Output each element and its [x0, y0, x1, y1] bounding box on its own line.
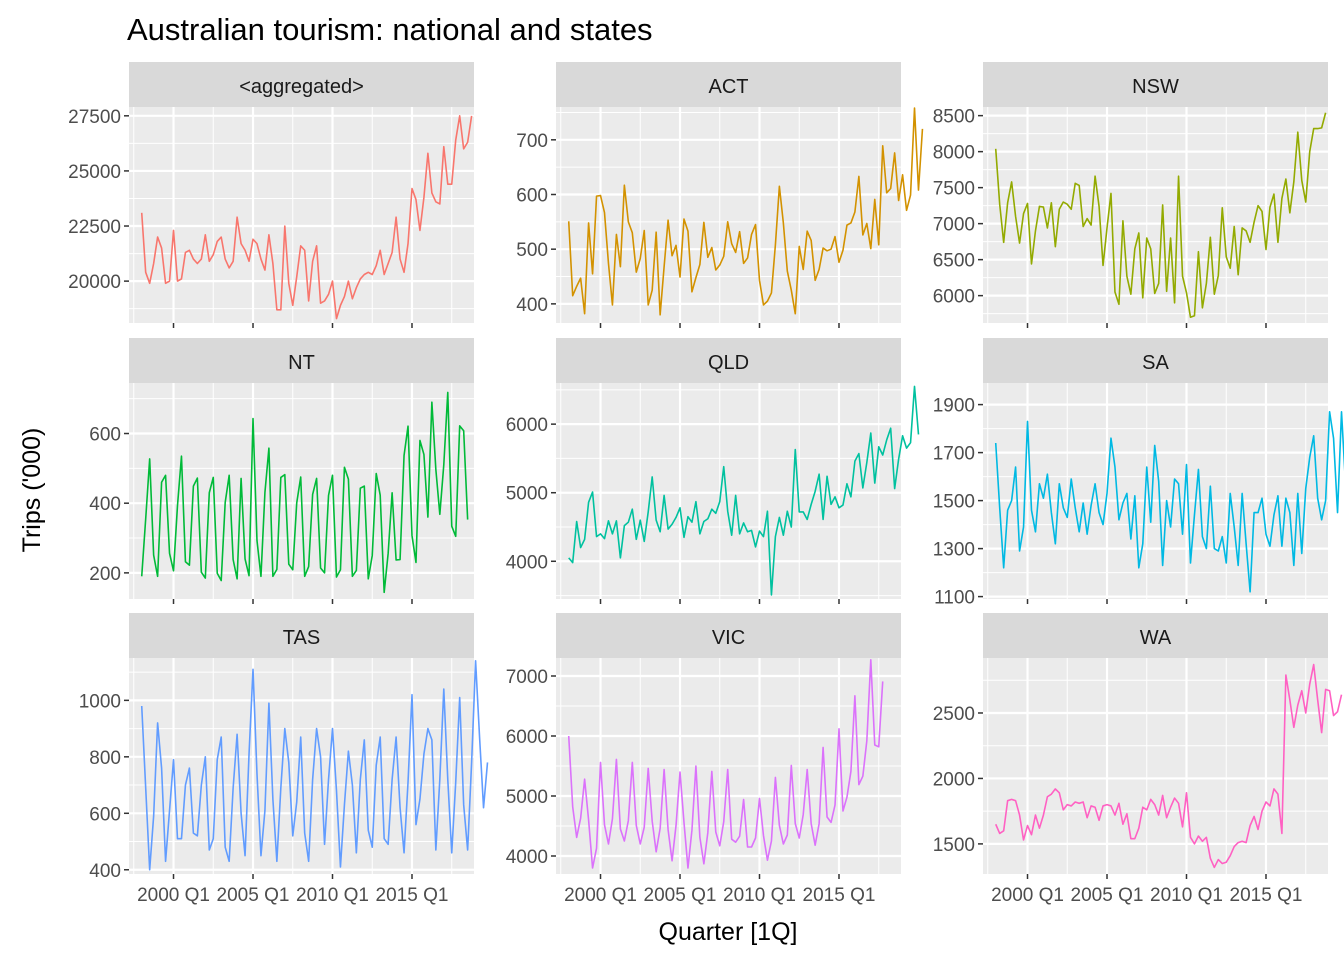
- panel-strip: [129, 338, 474, 383]
- panel-strip: [983, 613, 1328, 658]
- y-tick-label: 7000: [933, 215, 975, 236]
- series-line-wa: [994, 663, 1343, 869]
- x-tick-label: 2000 Q1: [137, 885, 210, 906]
- series-line-nt: [140, 391, 469, 594]
- panel-strip: [556, 613, 901, 658]
- y-tick-label: 600: [89, 425, 121, 446]
- panel-nt: NT 200 400 600: [89, 338, 474, 604]
- panel-strip: [983, 62, 1328, 107]
- x-tick-label: 2010 Q1: [1150, 885, 1223, 906]
- y-tick-label: 400: [89, 861, 121, 882]
- y-tick-label: 1900: [933, 396, 975, 417]
- facet-panels: <aggregated> 20000 22500 25000 27500 ACT 400 50…: [68, 62, 1344, 906]
- y-tick-label: 700: [516, 131, 548, 152]
- series-line-qld: [568, 385, 920, 596]
- y-tick-label: 8500: [933, 107, 975, 128]
- panel-background: [983, 107, 1328, 323]
- series-line-sa: [994, 410, 1344, 593]
- y-tick-label: 600: [516, 185, 548, 206]
- y-tick-label: 600: [89, 804, 121, 825]
- x-tick-label: 2015 Q1: [376, 885, 449, 906]
- panel-background: [983, 658, 1328, 874]
- panel-strip-label: TAS: [283, 627, 320, 649]
- y-tick-label: 6000: [506, 415, 548, 436]
- y-tick-label: 1700: [933, 444, 975, 465]
- panel-wa: WA 1500 2000 2500 2000 Q1 2005 Q1 2010 Q1 2015 …: [933, 613, 1343, 906]
- x-tick-label: 2010 Q1: [296, 885, 369, 906]
- panel-strip-label: ACT: [709, 76, 749, 98]
- y-tick-label: 22500: [68, 217, 121, 238]
- x-tick-label: 2005 Q1: [1071, 885, 1144, 906]
- y-tick-label: 800: [89, 748, 121, 769]
- x-tick-label: 2005 Q1: [217, 885, 290, 906]
- y-tick-label: 5000: [506, 484, 548, 505]
- panel-strip: [983, 338, 1328, 383]
- y-tick-label: 1500: [933, 835, 975, 856]
- y-tick-label: 6500: [933, 251, 975, 272]
- panel-strip: [556, 338, 901, 383]
- y-tick-label: 1500: [933, 492, 975, 513]
- panel-strip-label: SA: [1142, 352, 1169, 374]
- panel-strip-label: <aggregated>: [239, 76, 364, 98]
- y-tick-label: 2000: [933, 769, 975, 790]
- x-tick-label: 2015 Q1: [1230, 885, 1303, 906]
- panel-aggregated: <aggregated> 20000 22500 25000 27500: [68, 62, 474, 328]
- y-tick-label: 8000: [933, 143, 975, 164]
- series-line-act: [567, 107, 924, 316]
- series-line-vic: [567, 658, 884, 869]
- y-tick-label: 400: [516, 295, 548, 316]
- series-line-aggregated: [140, 115, 473, 320]
- panel-strip: [129, 62, 474, 107]
- panel-nsw: NSW 6000 6500 7000 7500 8000 8500: [933, 62, 1328, 328]
- y-tick-label: 200: [89, 564, 121, 585]
- y-tick-label: 4000: [506, 847, 548, 868]
- y-tick-label: 1100: [934, 588, 975, 609]
- panel-strip: [129, 613, 474, 658]
- x-tick-label: 2000 Q1: [991, 885, 1064, 906]
- panel-act: ACT 400 500 600 700: [516, 62, 924, 328]
- series-line-nsw: [994, 112, 1327, 319]
- y-tick-label: 27500: [68, 107, 121, 128]
- y-tick-label: 6000: [506, 727, 548, 748]
- panel-strip-label: NSW: [1132, 76, 1179, 98]
- panel-strip-label: QLD: [708, 352, 749, 374]
- y-tick-label: 25000: [68, 162, 121, 183]
- x-tick-label: 2015 Q1: [803, 885, 876, 906]
- x-tick-label: 2000 Q1: [564, 885, 637, 906]
- y-tick-label: 20000: [68, 272, 121, 293]
- y-tick-label: 500: [516, 240, 548, 261]
- series-line-tas: [140, 660, 489, 871]
- x-tick-label: 2005 Q1: [644, 885, 717, 906]
- x-tick-label: 2010 Q1: [723, 885, 796, 906]
- y-tick-label: 4000: [506, 552, 548, 573]
- panel-strip-label: WA: [1140, 627, 1172, 649]
- y-tick-label: 2500: [933, 704, 975, 725]
- panel-background: [556, 383, 901, 599]
- chart-title: Australian tourism: national and states: [127, 12, 653, 47]
- panel-tas: TAS 400 600 800 1000 2000 Q1 2005 Q1 2010 Q1 201…: [79, 613, 489, 906]
- panel-sa: SA 1100 1300 1500 1700 1900: [933, 338, 1344, 609]
- y-tick-label: 1000: [79, 691, 121, 712]
- y-tick-label: 6000: [933, 287, 975, 308]
- y-tick-label: 400: [89, 494, 121, 515]
- y-tick-label: 5000: [506, 787, 548, 808]
- panel-strip-label: VIC: [712, 627, 745, 649]
- panel-background: [983, 383, 1328, 599]
- panel-vic: VIC 4000 5000 6000 7000 2000 Q1 2005 Q1 2010 Q1…: [506, 613, 901, 906]
- y-tick-label: 7500: [933, 179, 975, 200]
- panel-strip-label: NT: [288, 352, 315, 374]
- y-tick-label: 1300: [933, 540, 975, 561]
- x-axis-title: Quarter [1Q]: [659, 918, 798, 946]
- panel-qld: QLD 4000 5000 6000: [506, 338, 920, 604]
- y-tick-label: 7000: [506, 667, 548, 688]
- panel-strip: [556, 62, 901, 107]
- y-axis-title: Trips ('000): [18, 428, 46, 553]
